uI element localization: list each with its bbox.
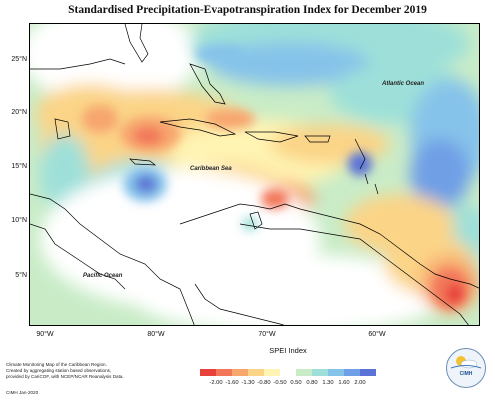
credits-line-1: Climate Monitoring Map of the Caribbean … (6, 362, 107, 367)
legend-swatch (312, 369, 328, 376)
map-title: Standardised Precipitation-Evapotranspir… (68, 4, 427, 16)
spei-field-core (82, 44, 468, 309)
legend-tick-label: -1.60 (225, 380, 239, 386)
legend-tick-label: -0.80 (257, 380, 271, 386)
legend-tick-label: 2.00 (354, 380, 366, 386)
lon-label-70w: 70°W (258, 331, 276, 338)
credits-line-2: Created by aggregating station based obs… (6, 368, 112, 374)
atlantic-ocean-label: Atlantic Ocean (381, 81, 424, 87)
legend-swatch (360, 369, 376, 376)
caribbean-sea-label: Caribbean Sea (190, 166, 232, 172)
logo-text: CIMH (459, 371, 473, 377)
map-credits: Climate Monitoring Map of the Caribbean … (6, 362, 156, 381)
lat-label-20n: 20°N (11, 109, 27, 116)
cimh-logo: CIMH (446, 348, 486, 388)
copyright-text: CIMH Jan-2020 (6, 390, 39, 395)
credits-line-3: provided by CariCOF, with NCEP/NCAR Rean… (6, 374, 124, 380)
legend-tick-label: 0.80 (306, 380, 318, 386)
coastlines (30, 24, 479, 325)
legend-title: SPEI Index (269, 346, 307, 355)
legend-tick-label: 1.30 (322, 380, 334, 386)
lon-label-90w: 90°W (36, 331, 54, 338)
spei-map: Atlantic Ocean Caribbean Sea Pacific Oce… (29, 23, 480, 326)
lat-label-15n: 15°N (11, 163, 27, 170)
lat-label-5n: 5°N (15, 272, 27, 279)
legend-tick-label: -2.00 (209, 380, 223, 386)
legend-swatch (280, 369, 296, 376)
legend-swatch (248, 369, 264, 376)
legend-swatch (200, 369, 216, 376)
pacific-ocean-label: Pacific Ocean (83, 273, 123, 279)
legend-tick-label: -0.50 (273, 380, 287, 386)
legend-swatch (296, 369, 312, 376)
legend-tick-label: 1.60 (338, 380, 350, 386)
lat-label-25n: 25°N (11, 56, 27, 63)
legend-swatch (232, 369, 248, 376)
legend-swatch (216, 369, 232, 376)
lat-label-10n: 10°N (11, 217, 27, 224)
legend-swatch (264, 369, 280, 376)
sun-cloud-icon (450, 356, 482, 369)
legend-swatch (328, 369, 344, 376)
legend-color-bar (200, 369, 376, 376)
lon-label-80w: 80°W (147, 331, 165, 338)
legend-ticks: -2.00 -1.60 -1.30 -0.80 -0.50 0.50 0.80 1.30 1.6… (200, 380, 376, 388)
lon-label-60w: 60°W (368, 331, 386, 338)
spei-field (30, 24, 479, 325)
legend-swatch (344, 369, 360, 376)
legend-tick-label: -1.30 (241, 380, 255, 386)
legend-tick-label: 0.50 (290, 380, 302, 386)
